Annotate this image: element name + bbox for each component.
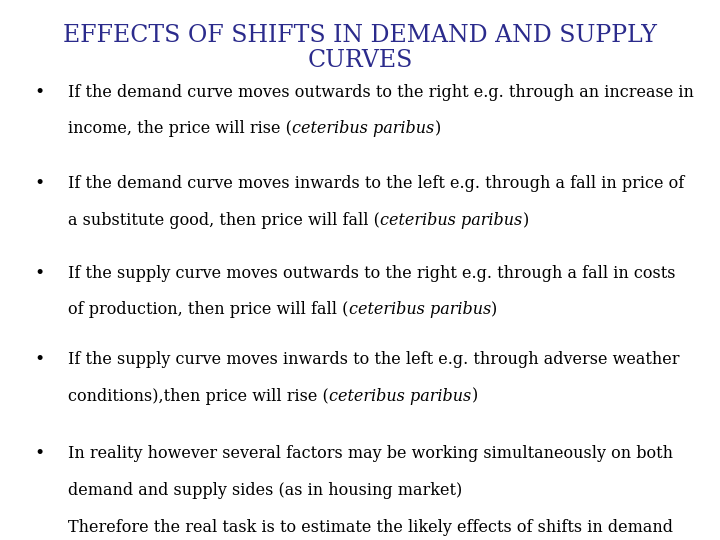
Text: •: • bbox=[35, 84, 45, 100]
Text: ): ) bbox=[523, 212, 528, 229]
Text: If the supply curve moves inwards to the left e.g. through adverse weather: If the supply curve moves inwards to the… bbox=[68, 351, 680, 368]
Text: ): ) bbox=[472, 388, 477, 404]
Text: CURVES: CURVES bbox=[307, 49, 413, 72]
Text: of production, then price will fall (: of production, then price will fall ( bbox=[68, 301, 348, 318]
Text: ): ) bbox=[435, 120, 441, 137]
Text: ceteribus paribus: ceteribus paribus bbox=[329, 388, 472, 404]
Text: ceteribus paribus: ceteribus paribus bbox=[348, 301, 491, 318]
Text: If the demand curve moves inwards to the left e.g. through a fall in price of: If the demand curve moves inwards to the… bbox=[68, 176, 685, 192]
Text: If the supply curve moves outwards to the right e.g. through a fall in costs: If the supply curve moves outwards to th… bbox=[68, 265, 676, 281]
Text: ): ) bbox=[491, 301, 498, 318]
Text: ceteribus paribus: ceteribus paribus bbox=[292, 120, 435, 137]
Text: •: • bbox=[35, 446, 45, 462]
Text: a substitute good, then price will fall (: a substitute good, then price will fall … bbox=[68, 212, 380, 229]
Text: ceteribus paribus: ceteribus paribus bbox=[380, 212, 523, 229]
Text: demand and supply sides (as in housing market): demand and supply sides (as in housing m… bbox=[68, 482, 463, 499]
Text: •: • bbox=[35, 265, 45, 281]
Text: In reality however several factors may be working simultaneously on both: In reality however several factors may b… bbox=[68, 446, 673, 462]
Text: If the demand curve moves outwards to the right e.g. through an increase in: If the demand curve moves outwards to th… bbox=[68, 84, 694, 100]
Text: EFFECTS OF SHIFTS IN DEMAND AND SUPPLY: EFFECTS OF SHIFTS IN DEMAND AND SUPPLY bbox=[63, 24, 657, 48]
Text: •: • bbox=[35, 176, 45, 192]
Text: •: • bbox=[35, 351, 45, 368]
Text: conditions),then price will rise (: conditions),then price will rise ( bbox=[68, 388, 329, 404]
Text: income, the price will rise (: income, the price will rise ( bbox=[68, 120, 292, 137]
Text: Therefore the real task is to estimate the likely effects of shifts in demand: Therefore the real task is to estimate t… bbox=[68, 519, 673, 536]
